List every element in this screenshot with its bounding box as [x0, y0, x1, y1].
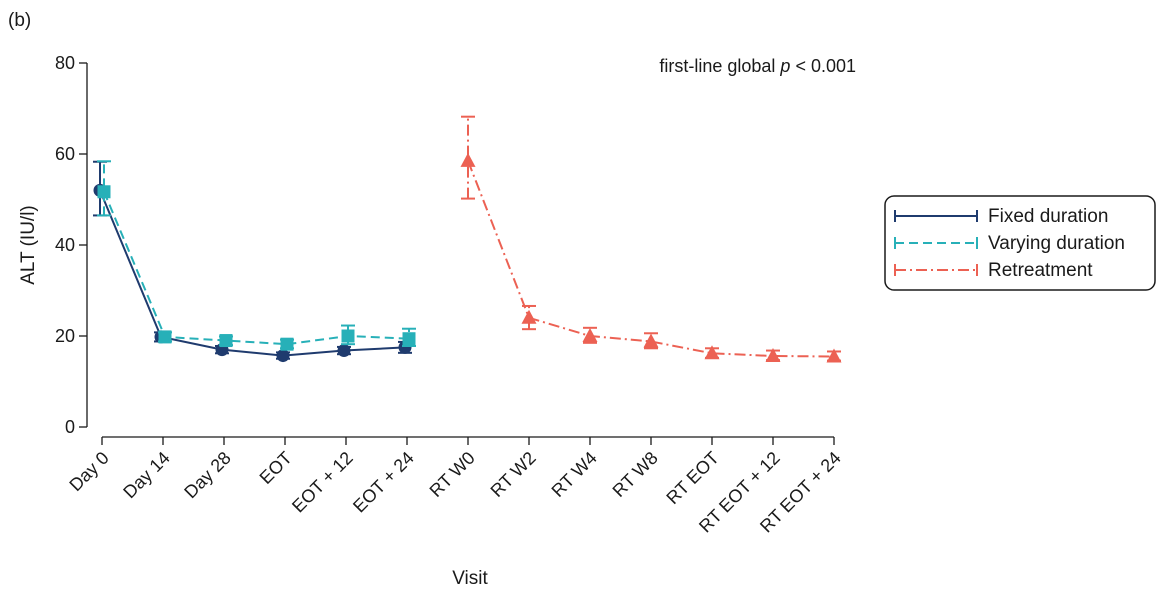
series-varying — [97, 160, 416, 351]
legend-box — [884, 195, 1156, 291]
annotation-prefix: first-line global — [659, 56, 780, 76]
data-point — [402, 332, 416, 346]
x-tick-label: Day 0 — [65, 448, 112, 495]
x-tick-label: RT W0 — [426, 448, 479, 501]
legend-label-fixed: Fixed duration — [988, 206, 1108, 227]
y-tick-label: 20 — [55, 326, 75, 346]
data-point — [219, 334, 233, 348]
y-axis-label: ALT (IU/l) — [18, 205, 39, 285]
x-tick-label: RT W2 — [487, 448, 540, 501]
data-point — [341, 329, 355, 343]
series-retreatment — [460, 115, 842, 363]
panel-label: (b) — [8, 10, 32, 31]
y-tick-label: 40 — [55, 235, 75, 255]
data-point — [643, 333, 659, 348]
x-tick-label: EOT + 24 — [349, 448, 418, 517]
annotation-suffix: < 0.001 — [790, 56, 856, 76]
x-tick-label: EOT — [256, 448, 296, 488]
series-line — [467, 160, 835, 358]
x-tick-label: Day 28 — [180, 448, 234, 502]
annotation-italic: p — [779, 56, 790, 76]
data-point — [582, 328, 598, 342]
legend-label-retreatment: Retreatment — [988, 260, 1093, 281]
y-tick-label: 80 — [55, 53, 75, 73]
data-point — [337, 344, 351, 358]
series-fixed — [93, 160, 412, 363]
data-point — [276, 349, 290, 363]
p-value-annotation: first-line global p < 0.001 — [659, 56, 856, 76]
x-tick-label: RT EOT — [662, 448, 722, 508]
data-point — [521, 309, 537, 324]
data-point — [704, 345, 720, 360]
legend-label-varying: Varying duration — [988, 233, 1125, 254]
y-tick-label: 60 — [55, 144, 75, 164]
legend: Fixed duration Varying duration Retreatmen… — [884, 195, 1156, 291]
x-tick-label: RT W8 — [609, 448, 662, 501]
data-point — [765, 348, 781, 363]
series-line — [103, 191, 410, 346]
x-tick-label: Day 14 — [119, 448, 173, 502]
data-point — [158, 330, 172, 344]
x-axis-label: Visit — [452, 568, 488, 589]
x-tick-label: RT W4 — [548, 448, 601, 501]
data-point — [280, 337, 294, 351]
data-point — [97, 185, 111, 199]
chart-marks — [93, 115, 842, 363]
data-point — [460, 152, 476, 167]
x-tick-label: EOT + 12 — [288, 448, 357, 517]
y-tick-label: 0 — [65, 417, 75, 437]
series-line — [99, 190, 406, 357]
data-point — [826, 348, 842, 363]
